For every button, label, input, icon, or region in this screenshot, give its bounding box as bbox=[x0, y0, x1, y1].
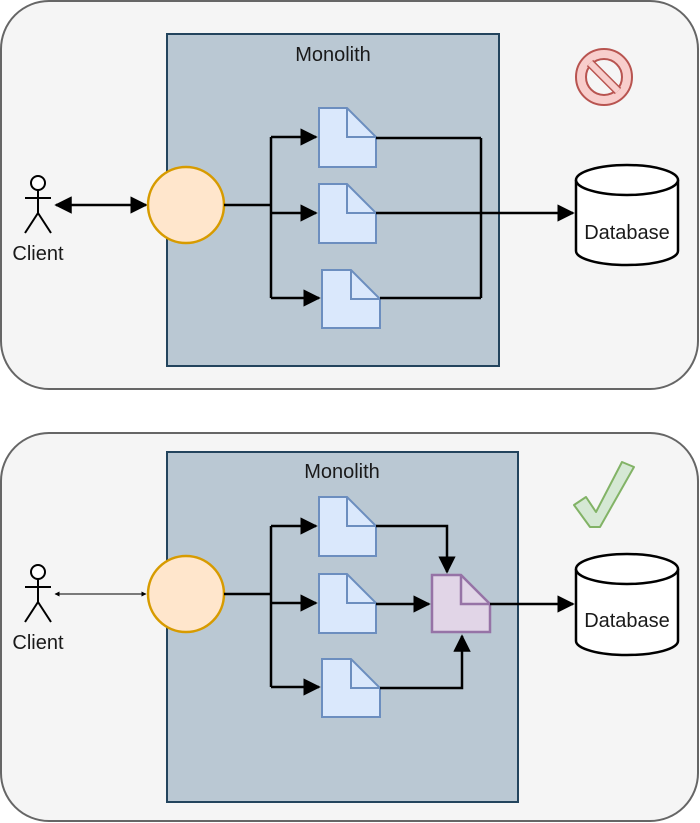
database-connectors bbox=[376, 136, 575, 300]
client-label: Client bbox=[12, 243, 64, 265]
entry-node bbox=[146, 165, 226, 245]
panel-recommended: Monolith Client bbox=[0, 432, 699, 822]
branch-connectors bbox=[224, 517, 321, 696]
branch-connectors bbox=[224, 128, 321, 307]
database-label: Database bbox=[584, 610, 670, 632]
client-actor-icon bbox=[24, 564, 52, 623]
database-label: Database bbox=[584, 222, 670, 244]
checkmark-icon bbox=[573, 461, 635, 528]
database-icon bbox=[574, 163, 680, 267]
prohibited-icon bbox=[575, 48, 633, 106]
panel-antipattern: Monolith Client bbox=[0, 0, 699, 390]
client-actor-icon bbox=[24, 175, 52, 234]
monolith-label: Monolith bbox=[304, 461, 380, 483]
monolith-label: Monolith bbox=[295, 44, 371, 66]
entry-node bbox=[146, 554, 226, 634]
aggregator-connectors bbox=[376, 524, 471, 690]
client-label: Client bbox=[12, 632, 64, 654]
database-icon bbox=[574, 552, 680, 657]
